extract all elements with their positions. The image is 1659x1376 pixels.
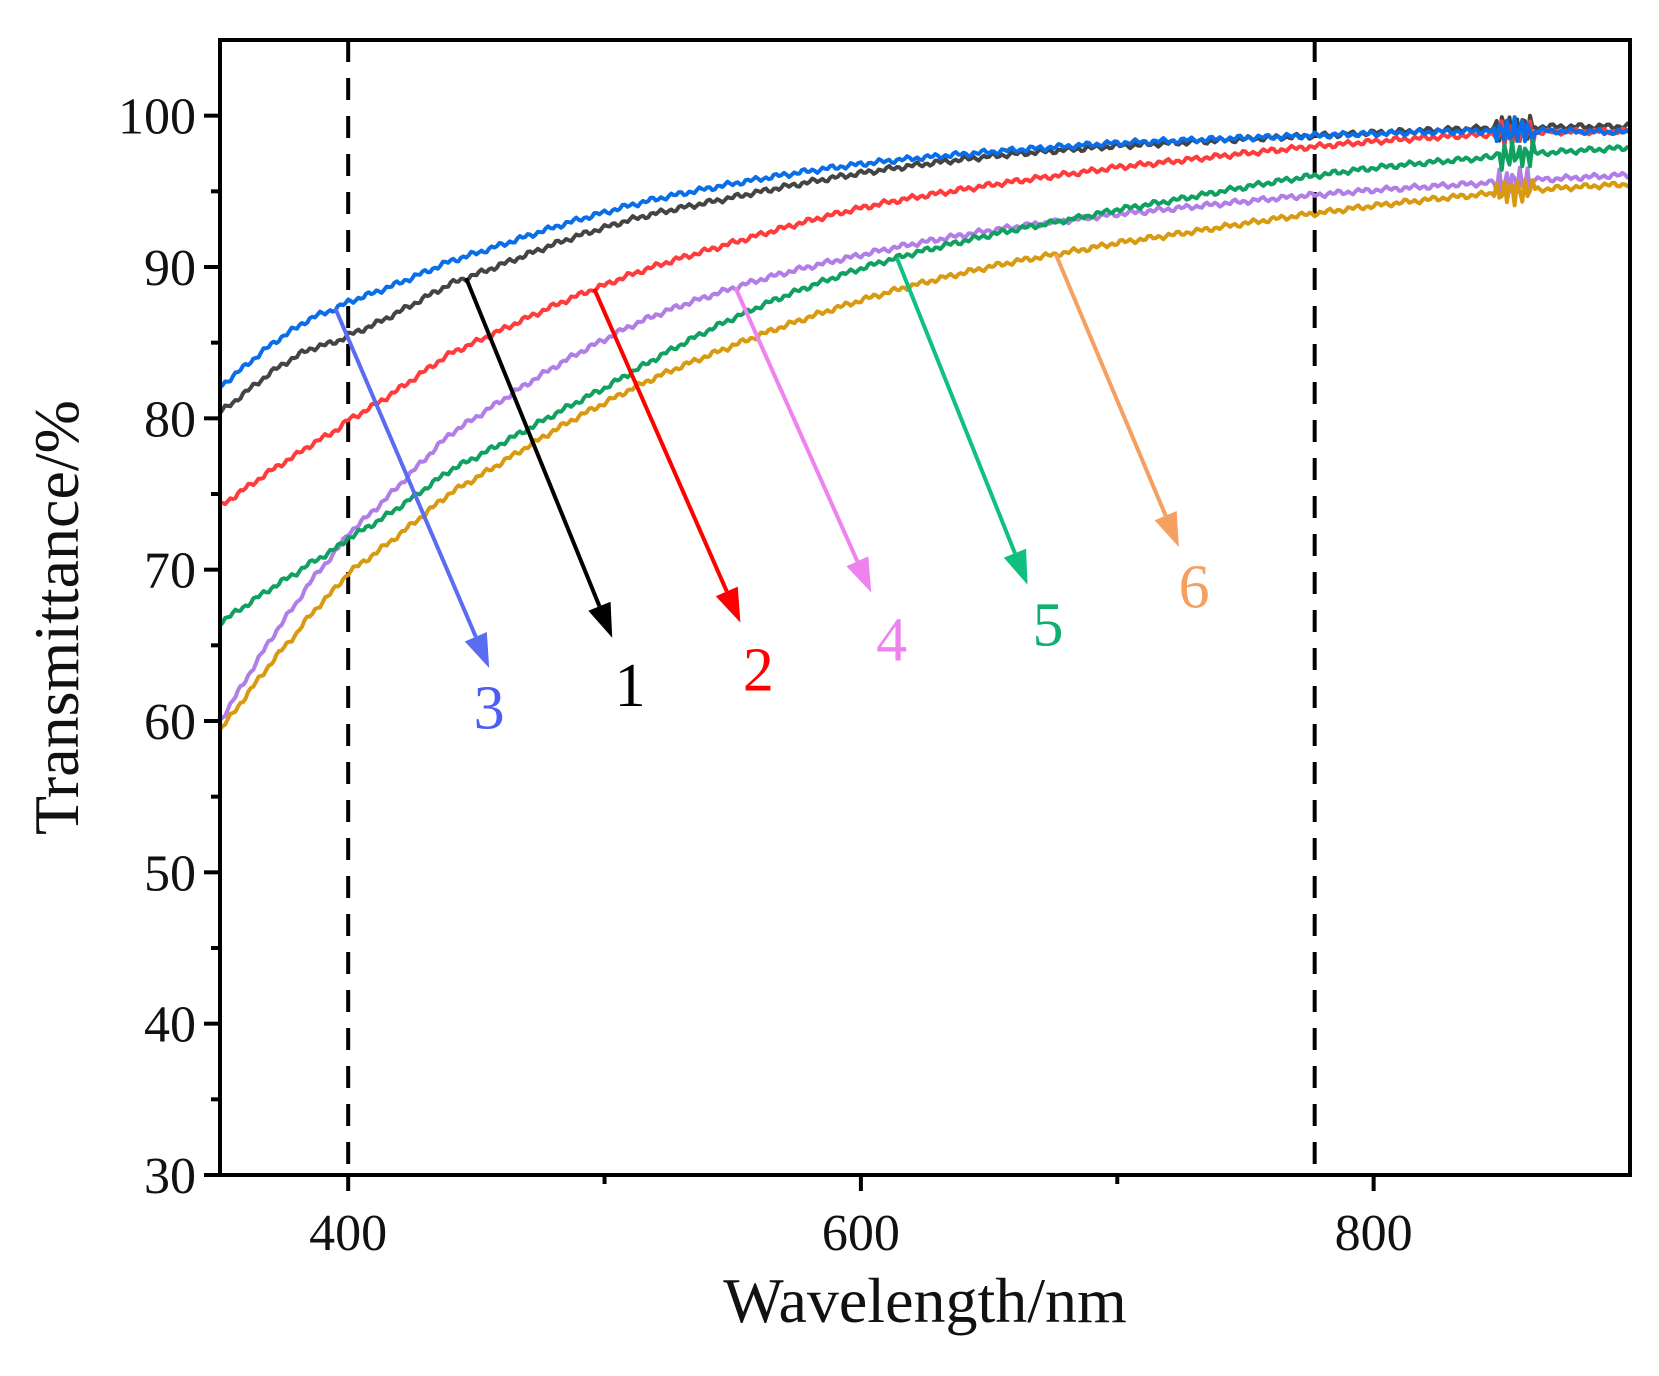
arrow-head-6 <box>1154 510 1179 547</box>
arrow-line-4 <box>733 286 860 563</box>
series-line-6 <box>218 178 1632 731</box>
series-label-2: 2 <box>743 637 774 705</box>
y-tick-label: 80 <box>144 391 196 448</box>
arrow-head-3 <box>464 632 490 669</box>
y-tick-label: 50 <box>144 845 196 902</box>
y-tick-label: 30 <box>144 1148 196 1205</box>
y-tick-label: 60 <box>144 694 196 751</box>
arrow-line-2 <box>592 288 729 593</box>
series-line-4 <box>218 165 1631 722</box>
series-label-6: 6 <box>1179 554 1210 622</box>
series-label-4: 4 <box>876 606 907 674</box>
y-tick-label: 70 <box>144 543 196 600</box>
arrow-head-1 <box>588 601 613 638</box>
series-label-5: 5 <box>1033 591 1064 659</box>
axis-tick-labels: 400 600 800 30 40 50 60 70 80 90 100 <box>118 89 1413 1262</box>
series-labels: 1 2 3 4 5 6 <box>474 554 1210 743</box>
x-axis-title: Wavelength/nm <box>723 1265 1127 1336</box>
y-axis-title: Transmittance/% <box>21 400 92 835</box>
arrow-head-2 <box>715 586 741 623</box>
series-lines <box>218 113 1632 731</box>
x-tick-label: 600 <box>822 1205 900 1262</box>
series-label-3: 3 <box>474 675 505 743</box>
arrow-line-5 <box>894 257 1017 554</box>
series-line-3 <box>218 115 1632 390</box>
x-tick-label: 400 <box>309 1205 387 1262</box>
arrow-head-5 <box>1003 548 1028 585</box>
axis-ticks <box>204 113 1376 1191</box>
plot-frame <box>218 38 1632 1177</box>
arrow-line-1 <box>464 277 602 608</box>
y-tick-label: 100 <box>118 89 196 146</box>
series-arrows <box>333 253 1179 669</box>
series-line-2 <box>219 119 1631 507</box>
y-tick-label: 40 <box>144 997 196 1054</box>
arrow-head-4 <box>846 556 872 593</box>
y-tick-label: 90 <box>144 240 196 297</box>
x-tick-label: 800 <box>1335 1205 1413 1262</box>
series-label-1: 1 <box>615 652 646 720</box>
arrow-line-3 <box>333 307 478 638</box>
series-line-5 <box>218 138 1631 627</box>
arrow-line-6 <box>1053 253 1168 517</box>
